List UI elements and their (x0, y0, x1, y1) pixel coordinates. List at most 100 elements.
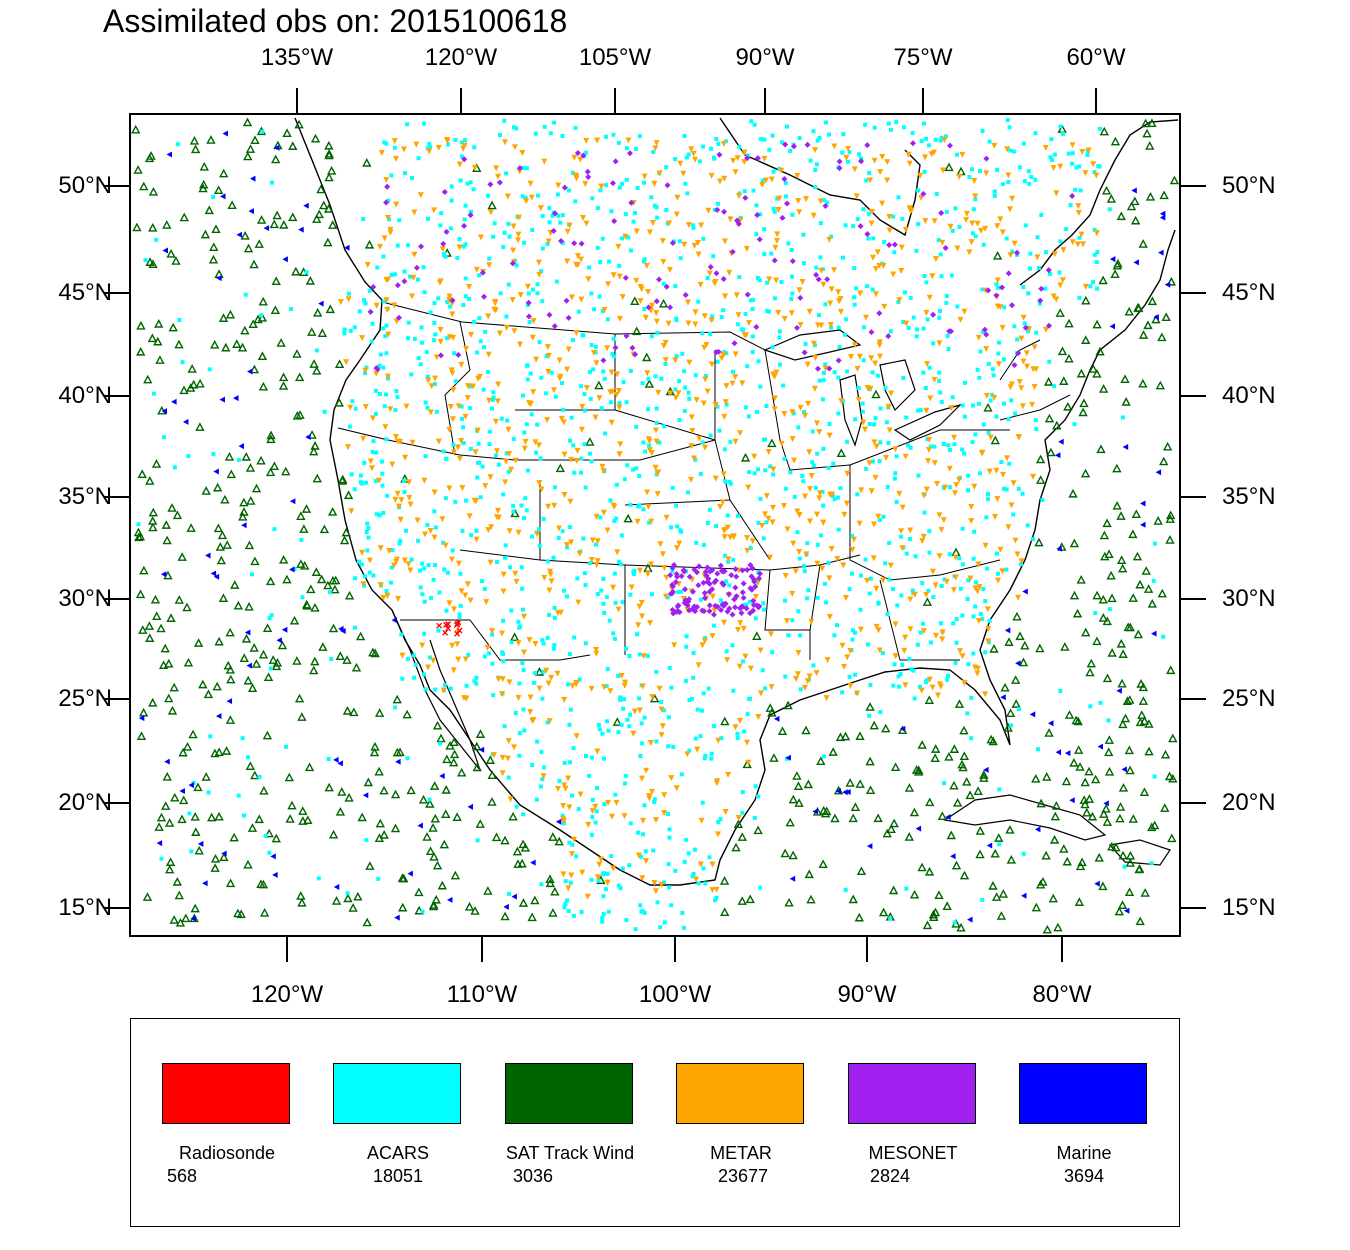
metar-marker (652, 145, 659, 152)
acars-marker (1106, 718, 1111, 723)
acars-marker (723, 579, 728, 584)
metar-marker (450, 449, 457, 456)
metar-marker (701, 313, 708, 320)
metar-marker (523, 198, 530, 205)
metar-marker (802, 412, 809, 419)
metar-marker (722, 293, 729, 300)
metar-marker (925, 458, 932, 465)
acars-marker (882, 239, 887, 244)
metar-marker (789, 590, 796, 597)
metar-marker (655, 469, 662, 476)
acars-marker (1007, 125, 1012, 130)
mesonet-marker (822, 203, 829, 210)
acars-marker (832, 370, 837, 375)
metar-marker (719, 499, 726, 506)
acars-marker (652, 797, 657, 802)
metar-marker (661, 809, 668, 816)
metar-marker (741, 332, 748, 339)
acars-marker (892, 250, 897, 255)
metar-marker (634, 518, 641, 525)
acars-marker (406, 243, 411, 248)
metar-marker (709, 593, 716, 600)
mesonet-marker (747, 562, 754, 569)
metar-marker (393, 318, 400, 325)
acars-marker (646, 376, 651, 381)
acars-marker (714, 137, 719, 142)
acars-marker (514, 126, 519, 131)
mesonet-marker (1045, 322, 1052, 329)
acars-marker (519, 503, 524, 508)
acars-marker (599, 588, 604, 593)
acars-marker (905, 443, 910, 448)
metar-marker (856, 520, 863, 527)
metar-marker (752, 593, 759, 600)
acars-marker (850, 637, 855, 642)
legend-swatch (676, 1063, 804, 1124)
acars-marker (380, 459, 385, 464)
sat-track-wind-marker (310, 656, 320, 666)
mesonet-marker (714, 603, 721, 610)
acars-marker (619, 722, 624, 727)
metar-marker (1004, 455, 1011, 462)
mesonet-marker (985, 287, 992, 294)
sat-track-wind-marker (177, 552, 187, 561)
acars-marker (843, 887, 848, 892)
sat-track-wind-marker (991, 892, 1002, 901)
sat-track-wind-marker (264, 828, 274, 838)
mesonet-marker (835, 357, 842, 364)
mesonet-marker (716, 151, 723, 158)
mesonet-marker (585, 173, 592, 180)
acars-marker (242, 813, 247, 818)
acars-marker (411, 653, 416, 658)
sat-track-wind-marker (148, 222, 158, 232)
acars-marker (641, 832, 646, 837)
acars-marker (1077, 164, 1082, 169)
mesonet-marker (1022, 324, 1029, 331)
sat-track-wind-marker (780, 848, 790, 858)
metar-marker (997, 546, 1004, 553)
acars-marker (556, 536, 561, 541)
acars-marker (427, 141, 432, 146)
acars-marker (269, 613, 274, 618)
metar-marker (867, 177, 874, 184)
acars-marker (1009, 398, 1014, 403)
metar-marker (344, 444, 351, 451)
metar-marker (658, 881, 665, 888)
acars-marker (423, 687, 428, 692)
acars-marker (602, 802, 607, 807)
acars-marker (727, 583, 732, 588)
acars-marker (873, 416, 878, 421)
acars-marker (666, 744, 671, 749)
acars-marker (363, 574, 368, 579)
acars-marker (785, 756, 790, 761)
legend-label: ACARS (366, 1143, 429, 1163)
acars-marker (461, 303, 466, 308)
sat-track-wind-marker (179, 385, 189, 395)
acars-marker (567, 525, 572, 530)
sat-track-wind-marker (1081, 295, 1091, 305)
acars-marker (347, 424, 352, 429)
sat-track-wind-marker (509, 632, 520, 642)
acars-marker (374, 450, 379, 455)
marine-marker (395, 758, 401, 765)
lat-label-left: 15°N (58, 894, 112, 921)
metar-marker (855, 397, 862, 404)
sat-track-wind-marker (957, 759, 967, 769)
acars-marker (382, 140, 387, 145)
acars-marker (1001, 357, 1006, 362)
acars-marker (646, 407, 651, 412)
metar-marker (515, 640, 522, 647)
metar-marker (778, 167, 785, 174)
acars-marker (1006, 417, 1011, 422)
metar-marker (770, 466, 777, 473)
acars-marker (708, 146, 713, 151)
legend-swatch (505, 1063, 633, 1124)
sat-track-wind-marker (422, 832, 432, 841)
metar-marker (725, 771, 732, 778)
acars-marker (551, 555, 556, 560)
acars-marker (758, 384, 763, 389)
sat-track-wind-marker (297, 897, 307, 907)
sat-track-wind-marker (555, 463, 566, 473)
acars-marker (755, 275, 760, 280)
acars-marker (716, 819, 721, 824)
